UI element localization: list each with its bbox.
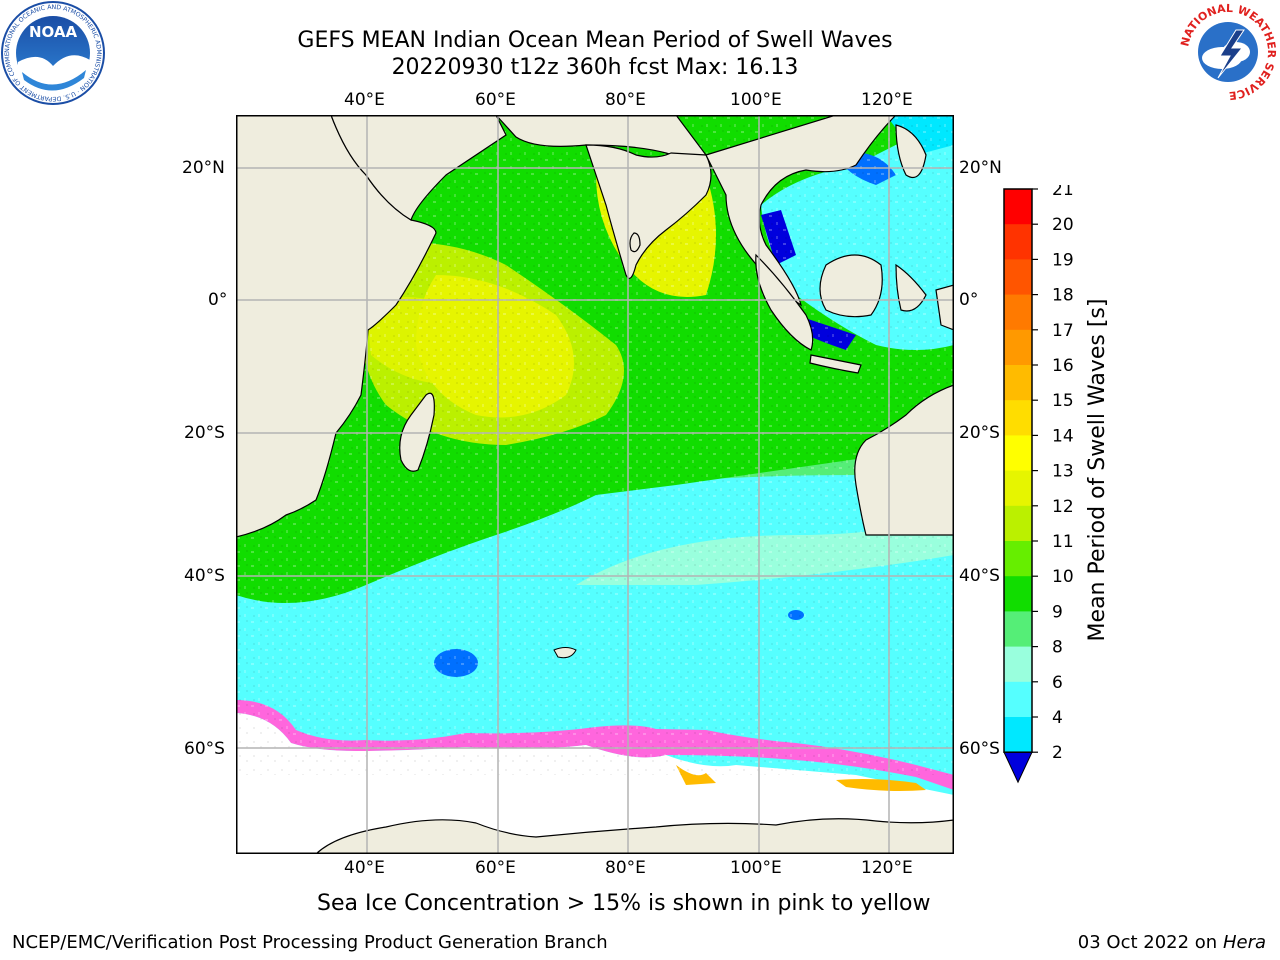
bottom-lon-label: 60°E bbox=[475, 858, 516, 878]
right-lat-label: 20°S bbox=[959, 423, 1000, 443]
left-lat-label: 20°N bbox=[182, 158, 225, 178]
top-lon-label: 120°E bbox=[861, 90, 913, 110]
swell-period-map bbox=[236, 115, 954, 854]
colorbar: 21 20 19 18 17 16 15 14 13 12 11 10 9 8 6 4 2 bbox=[1003, 185, 1074, 784]
right-lat-label: 60°S bbox=[959, 739, 1000, 759]
colorbar-tick-label: 8 bbox=[1052, 638, 1063, 658]
colorbar-segment bbox=[1004, 646, 1032, 683]
colorbar-segment bbox=[1004, 329, 1032, 366]
top-lon-label: 80°E bbox=[605, 90, 646, 110]
colorbar-tick-label: 15 bbox=[1052, 391, 1074, 411]
colorbar-segment bbox=[1004, 611, 1032, 648]
bottom-lon-label: 40°E bbox=[344, 858, 385, 878]
right-lat-label: 40°S bbox=[959, 566, 1000, 586]
bottom-lon-label: 100°E bbox=[730, 858, 782, 878]
colorbar-tick-label: 14 bbox=[1052, 426, 1074, 446]
colorbar-label: Mean Period of Swell Waves [s] bbox=[1085, 298, 1110, 642]
colorbar-tick-label: 16 bbox=[1052, 356, 1074, 376]
colorbar-segment bbox=[1004, 505, 1032, 542]
colorbar-tick-label: 2 bbox=[1052, 743, 1063, 763]
colorbar-tick-label: 13 bbox=[1052, 462, 1074, 482]
map-frame bbox=[236, 115, 954, 854]
right-lat-label: 20°N bbox=[959, 158, 1002, 178]
colorbar-tick-label: 11 bbox=[1052, 532, 1074, 552]
top-lon-label: 100°E bbox=[730, 90, 782, 110]
land-masses bbox=[236, 115, 954, 854]
colorbar-segment bbox=[1004, 224, 1032, 260]
footer-date: 03 Oct 2022 on bbox=[1077, 932, 1223, 953]
colorbar-segment bbox=[1004, 681, 1032, 718]
colorbar-segment bbox=[1004, 435, 1032, 472]
bottom-lon-label: 120°E bbox=[861, 858, 913, 878]
colorbar-tick-label: 12 bbox=[1052, 497, 1074, 517]
colorbar-tick-label: 17 bbox=[1052, 321, 1074, 341]
noaa-logo: NATIONAL OCEANIC AND ATMOSPHERIC ADMINIS… bbox=[0, 0, 105, 105]
left-lat-label: 0° bbox=[208, 290, 228, 310]
noaa-logo-text: NOAA bbox=[29, 23, 78, 41]
colorbar-tick-label: 6 bbox=[1052, 673, 1063, 693]
colorbar-extend-arrow bbox=[1003, 751, 1033, 784]
colorbar-tick-label: 20 bbox=[1052, 215, 1074, 235]
chart-title-line2: 20220930 t12z 360h fcst Max: 16.13 bbox=[391, 55, 799, 80]
footer-right: 03 Oct 2022 on Hera bbox=[1078, 932, 1266, 954]
colorbar-segment bbox=[1004, 294, 1032, 331]
bottom-lon-label: 80°E bbox=[605, 858, 646, 878]
colorbar-segment bbox=[1004, 717, 1032, 753]
left-lat-label: 60°S bbox=[184, 739, 225, 759]
right-lat-label: 0° bbox=[959, 290, 979, 310]
chart-title-line1: GEFS MEAN Indian Ocean Mean Period of Sw… bbox=[297, 28, 893, 53]
nws-logo: NATIONAL WEATHER SERVICE bbox=[1178, 2, 1278, 102]
footer-host: Hera bbox=[1222, 932, 1266, 953]
top-lon-label: 60°E bbox=[475, 90, 516, 110]
colorbar-segment bbox=[1004, 259, 1032, 296]
colorbar-segment bbox=[1004, 365, 1032, 401]
left-lat-label: 40°S bbox=[184, 566, 225, 586]
colorbar-tick-label: 18 bbox=[1052, 286, 1074, 306]
colorbar-segment bbox=[1004, 189, 1032, 225]
colorbar-segment bbox=[1004, 541, 1032, 577]
colorbar-tick-label: 21 bbox=[1052, 185, 1074, 200]
left-lat-label: 20°S bbox=[184, 423, 225, 443]
colorbar-tick-label: 10 bbox=[1052, 567, 1074, 587]
colorbar-tick-label: 19 bbox=[1052, 250, 1074, 270]
colorbar-tick-label: 4 bbox=[1052, 708, 1063, 728]
colorbar-tick-label: 9 bbox=[1052, 602, 1063, 622]
colorbar-segment bbox=[1004, 576, 1032, 612]
sea-ice-caption: Sea Ice Concentration > 15% is shown in … bbox=[317, 891, 931, 916]
footer-left: NCEP/EMC/Verification Post Processing Pr… bbox=[12, 932, 608, 953]
colorbar-segment bbox=[1004, 400, 1032, 436]
graticule bbox=[236, 115, 954, 854]
top-lon-label: 40°E bbox=[344, 90, 385, 110]
colorbar-segment bbox=[1004, 470, 1032, 507]
